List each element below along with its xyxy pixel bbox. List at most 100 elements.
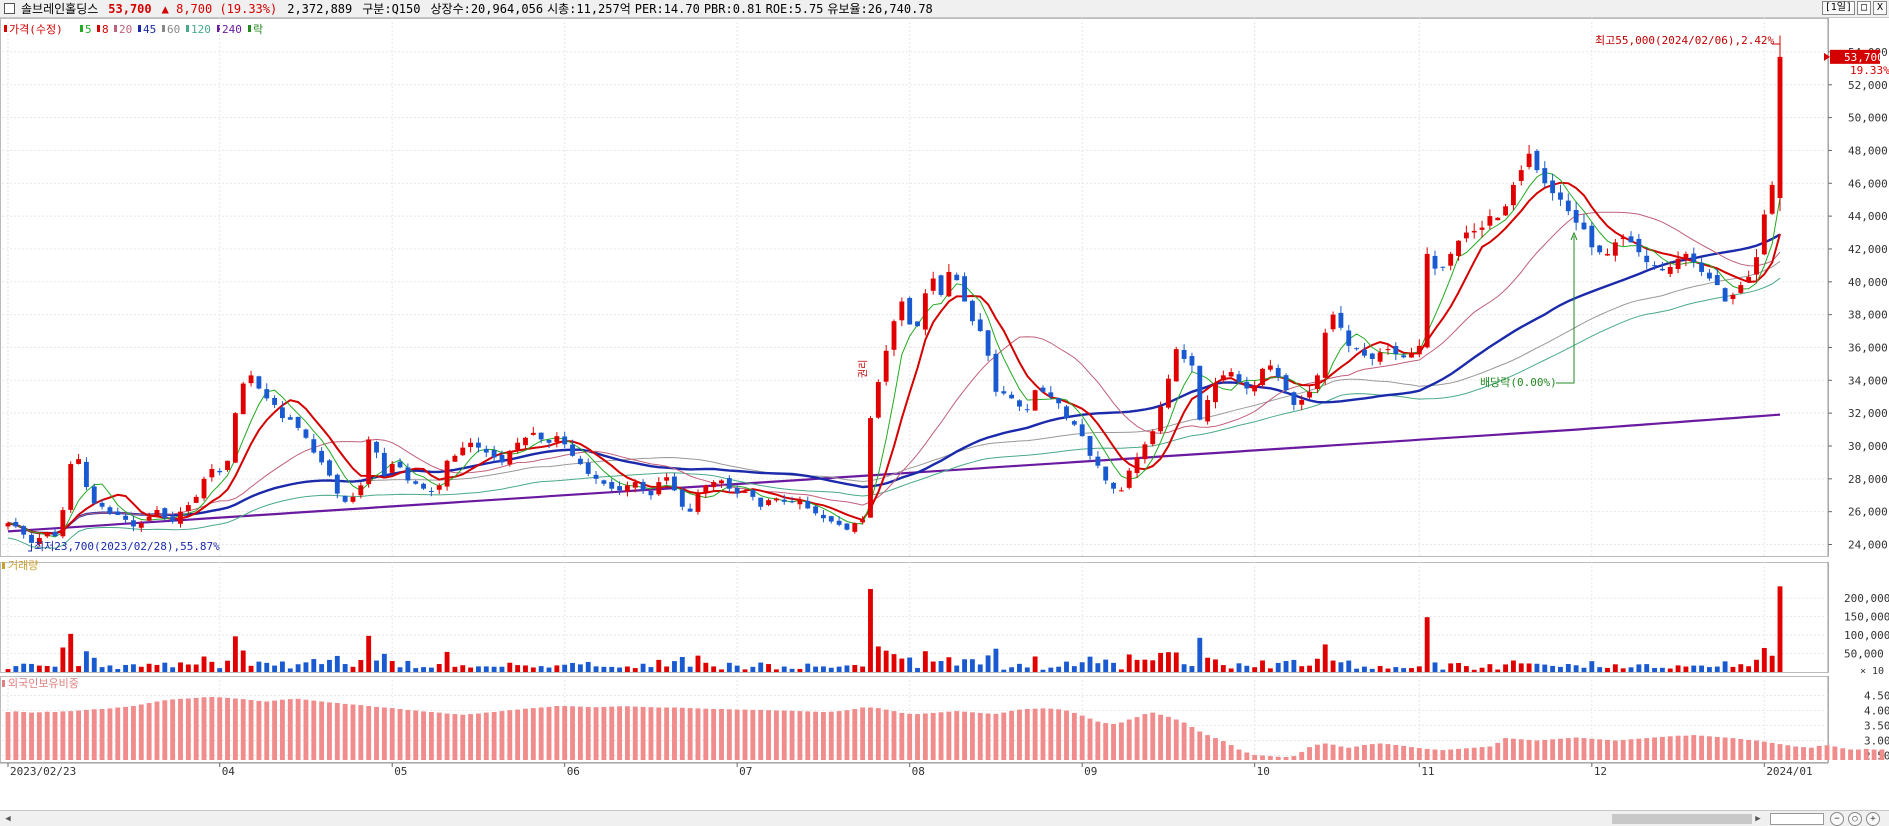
scroll-left-icon[interactable]: ◀ [5,814,11,824]
price-tick-label-4: 46,000 [1848,177,1888,190]
candle [13,521,19,527]
candle [397,461,403,468]
candle [1275,367,1281,378]
foreign-bar [76,710,81,760]
scroll-right-icon[interactable]: ▶ [1755,814,1761,824]
foreign-bar [1432,749,1438,760]
foreign-bar [1071,712,1077,760]
candle [1291,392,1297,405]
foreign-bar [421,711,426,760]
close-button[interactable]: X [1873,1,1887,15]
foreign-bar [711,709,717,760]
zoom-out-icon[interactable]: − [1830,812,1844,826]
foreign-bar [1267,756,1273,760]
zoom-fit-icon[interactable]: ○ [1848,812,1862,826]
foreign-bar [491,712,497,760]
foreign-bar [742,709,748,760]
foreign-bar [703,708,709,760]
volume-bar [350,666,356,672]
volume-bar [138,666,144,672]
foreign-bar [1503,738,1509,760]
zoom-in-icon[interactable]: + [1866,812,1880,826]
foreign-bar [1260,755,1265,760]
foreign-bar [1401,745,1407,760]
foreign-bar [334,703,340,760]
foreign-bar [805,711,811,760]
candle [687,508,693,512]
legend-marker-6 [186,25,189,32]
foreign-bar [1746,739,1752,760]
foreign-bar [170,699,176,760]
stock-chart[interactable]: 가격(수정)58204560120240락54,00052,00050,0004… [0,18,1889,810]
period-button[interactable]: [1일] [1821,1,1855,15]
foreign-bar [1001,712,1007,760]
foreign-bar [577,706,583,760]
legend-label-7: 240 [222,23,242,36]
foreign-bar [954,711,960,760]
foreign-bar [1597,739,1603,760]
foreign-bar [468,714,474,760]
volume-bar [240,650,246,672]
volume-bar [1314,658,1320,672]
foreign-bar [115,707,121,760]
foreign-bar [1095,721,1101,760]
foreign-bar [1314,744,1320,760]
candle [1244,381,1250,389]
panel-checkbox[interactable] [4,3,15,14]
foreign-bar [389,708,395,760]
foreign-bar [405,709,411,760]
foreign-bar [1385,744,1391,760]
shares-info: 상장수:20,964,056 [430,2,544,16]
dividend-annotation: 배당락(0.00%) [1480,376,1557,389]
volume-bar [609,666,615,672]
horizontal-scrollbar[interactable]: ◀ ▶ − ○ + [0,810,1889,826]
foreign-bar [1479,747,1485,760]
volume-bar [1581,667,1587,672]
candle [1377,352,1383,362]
foreign-bar [1087,718,1093,760]
ma240-line [7,413,1781,533]
foreign-bar [883,709,889,760]
foreign-bar [664,707,670,760]
foreign-bar [1048,708,1054,760]
candle [1205,400,1211,422]
candle [123,515,129,520]
foreign-bar [287,699,293,760]
foreign-bar [1291,756,1297,760]
volume-bar [287,668,293,672]
volume-bar [1377,665,1383,672]
legend-label-2: 8 [102,23,109,36]
current-price-label: 53,700 [1844,51,1884,64]
volume-bar [1746,666,1752,672]
foreign-bar [483,712,489,760]
foreign-bar [460,714,466,760]
candle [1581,222,1587,230]
volume-bar [828,667,834,672]
candle [750,490,756,497]
candle [1369,353,1375,359]
foreign-bar [1769,742,1775,760]
restore-button[interactable]: □ [1857,1,1871,15]
candle [554,436,560,443]
candle [985,330,991,356]
foreign-bar [1197,731,1203,760]
foreign-bar [679,707,685,760]
zoom-slider[interactable] [1770,813,1824,825]
volume-bar [1362,666,1367,672]
volume-tick-label-1: 150,000 [1844,611,1889,624]
price-tick-label-14: 26,000 [1848,506,1888,519]
candle [295,416,301,428]
foreign-bar [1832,746,1838,760]
candle [1503,206,1509,216]
candle [781,499,787,502]
volume-bar [672,661,677,672]
foreign-bar [758,709,764,760]
foreign-bar [1691,735,1697,760]
volume-bar [1644,664,1650,672]
candle [1126,470,1132,488]
foreign-bar [1848,749,1853,760]
scroll-thumb[interactable] [1612,814,1752,824]
foreign-bar [1510,738,1516,760]
volume-bar [1659,667,1665,672]
volume-bar [1173,652,1179,672]
